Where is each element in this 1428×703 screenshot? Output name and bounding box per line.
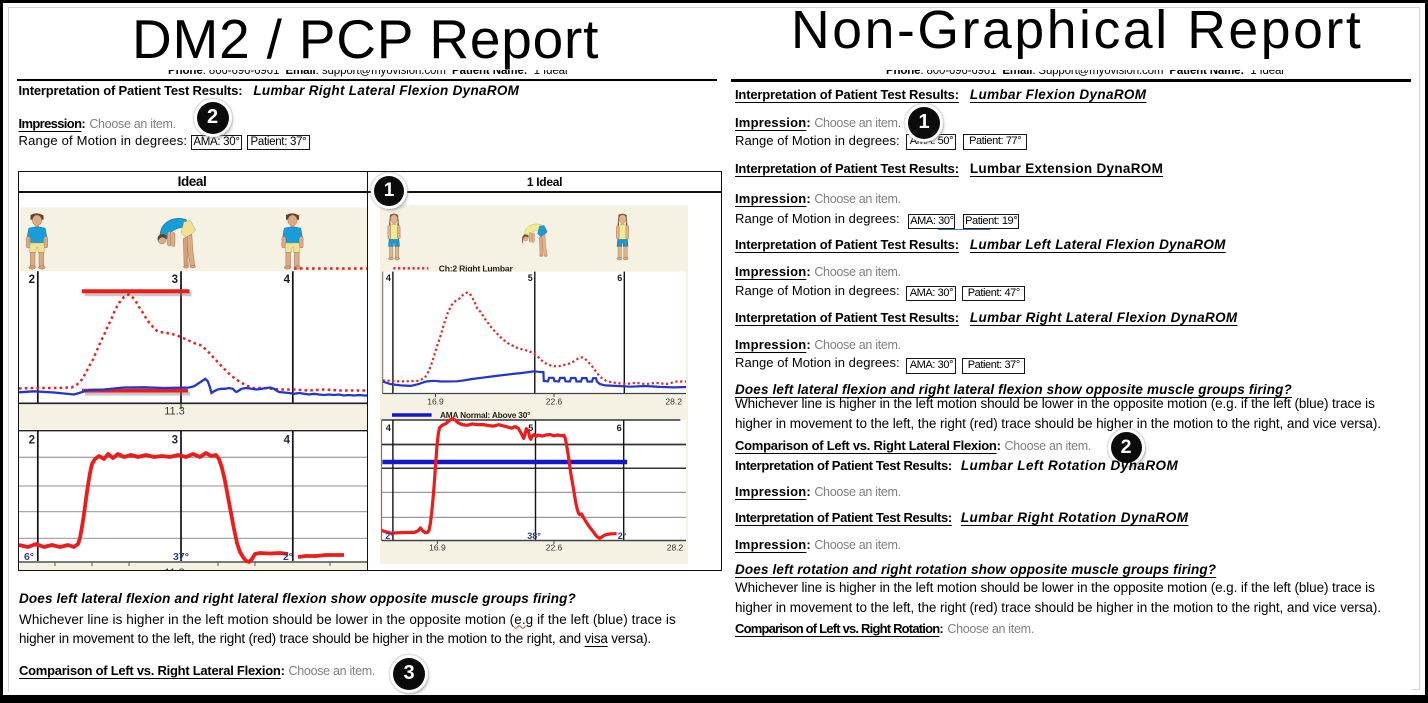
svg-text:28.2: 28.2	[667, 542, 684, 552]
svg-text:2: 2	[29, 274, 35, 286]
svg-text:11.3: 11.3	[164, 567, 185, 570]
svg-text:Ch:2 Right Lumbar: Ch:2 Right Lumbar	[439, 264, 514, 274]
svg-text:16.9: 16.9	[427, 397, 444, 407]
svg-text:38°: 38°	[527, 531, 541, 541]
svg-text:3: 3	[172, 274, 178, 286]
svg-text:2°: 2°	[618, 531, 627, 541]
svg-text:6°: 6°	[24, 551, 34, 563]
svg-text:4: 4	[284, 274, 291, 286]
svg-text:3: 3	[172, 435, 178, 447]
svg-text:22.6: 22.6	[546, 542, 563, 552]
svg-text:2°: 2°	[385, 531, 394, 541]
svg-text:2°: 2°	[283, 551, 293, 563]
svg-text:22.6: 22.6	[546, 397, 563, 407]
svg-text:4: 4	[386, 273, 391, 283]
svg-text:6: 6	[617, 423, 622, 433]
svg-text:5: 5	[528, 423, 533, 433]
svg-text:6: 6	[617, 273, 622, 283]
svg-text:16.9: 16.9	[429, 542, 446, 552]
svg-text:5: 5	[528, 273, 533, 283]
svg-text:AMA Normal: Above 30°: AMA Normal: Above 30°	[440, 410, 530, 420]
svg-text:11.3: 11.3	[164, 406, 185, 418]
svg-text:28.2: 28.2	[665, 397, 682, 407]
svg-text:4: 4	[284, 435, 291, 447]
svg-text:4: 4	[386, 423, 391, 433]
svg-text:37°: 37°	[173, 551, 189, 563]
svg-text:2: 2	[29, 435, 35, 447]
